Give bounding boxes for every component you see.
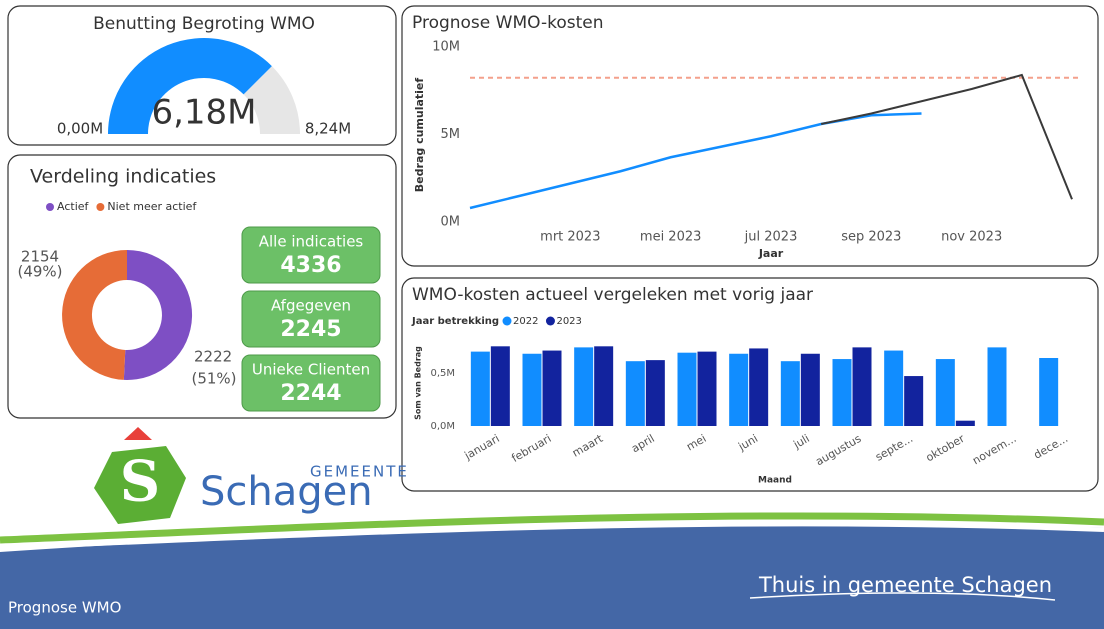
legend-label: Niet meer actief — [107, 200, 197, 213]
bar — [1039, 358, 1058, 426]
bar — [853, 347, 872, 426]
bar — [523, 354, 542, 426]
x-tick-label: mrt 2023 — [540, 230, 600, 245]
kpi-value: 4336 — [280, 253, 341, 278]
kpi-label: Unieke Clienten — [252, 361, 370, 379]
chart-title: Prognose WMO-kosten — [412, 13, 604, 33]
logo-roof — [124, 427, 152, 440]
x-tick-label: jul 2023 — [744, 230, 798, 245]
bar — [471, 352, 490, 426]
slice-value: 2222 — [194, 348, 232, 366]
footer-slogan: Thuis in gemeente Schagen — [758, 573, 1052, 597]
chart-title: WMO-kosten actueel vergeleken met vorig … — [412, 285, 813, 305]
chart-title: Verdeling indicaties — [30, 166, 216, 188]
legend-label: 2023 — [556, 316, 581, 327]
y-tick-label: 0M — [441, 215, 461, 230]
bar — [749, 348, 768, 426]
dashboard: Thuis in gemeente Schagen Prognose WMO S… — [0, 0, 1104, 629]
gauge-min: 0,00M — [57, 120, 103, 138]
chart-title: Benutting Begroting WMO — [93, 14, 315, 34]
bar — [936, 359, 955, 426]
bar — [884, 351, 903, 426]
y-axis-label: Bedrag cumulatief — [413, 78, 426, 193]
bar — [904, 376, 923, 426]
x-tick-label: mei 2023 — [640, 230, 702, 245]
bar — [594, 346, 613, 426]
y-axis-label: Som van Bedrag — [414, 346, 423, 420]
bar — [801, 354, 820, 426]
line-panel — [402, 6, 1098, 266]
bar — [626, 361, 645, 426]
legend-label: 2022 — [513, 316, 538, 327]
bar — [988, 347, 1007, 426]
bar — [698, 352, 717, 426]
bar — [833, 359, 852, 426]
bar — [956, 421, 975, 426]
legend-dot — [46, 203, 54, 211]
footer-page: Prognose WMO — [8, 599, 121, 617]
bar — [543, 351, 562, 426]
logo-mark: S — [120, 449, 160, 515]
kpi-value: 2244 — [280, 381, 341, 406]
y-tick-label: 10M — [432, 40, 460, 55]
legend-dot — [96, 203, 104, 211]
bar — [646, 360, 665, 426]
y-tick-label: 5M — [441, 127, 461, 142]
bar — [491, 346, 510, 426]
slice-share: (49%) — [17, 263, 62, 281]
gauge-value-label: 6,18M — [151, 93, 256, 133]
gauge-max: 8,24M — [305, 120, 351, 138]
legend-dot — [546, 317, 555, 326]
logo-large: Schagen — [200, 469, 373, 515]
x-axis-label: Maand — [758, 476, 792, 486]
x-tick-label: sep 2023 — [841, 230, 901, 245]
bar — [678, 353, 697, 426]
kpi-value: 2245 — [280, 317, 341, 342]
bar — [781, 361, 800, 426]
legend-label: Actief — [57, 200, 90, 213]
y-tick-label: 0,0M — [430, 421, 455, 432]
x-axis-label: Jaar — [758, 247, 784, 260]
y-tick-label: 0,5M — [430, 368, 455, 379]
bar — [574, 347, 593, 426]
bar — [729, 354, 748, 426]
legend-dot — [503, 317, 512, 326]
legend-title: Jaar betrekking — [411, 316, 499, 327]
kpi-label: Alle indicaties — [259, 233, 364, 251]
slice-share: (51%) — [191, 370, 236, 388]
x-tick-label: nov 2023 — [941, 230, 1002, 245]
kpi-label: Afgegeven — [271, 297, 351, 315]
